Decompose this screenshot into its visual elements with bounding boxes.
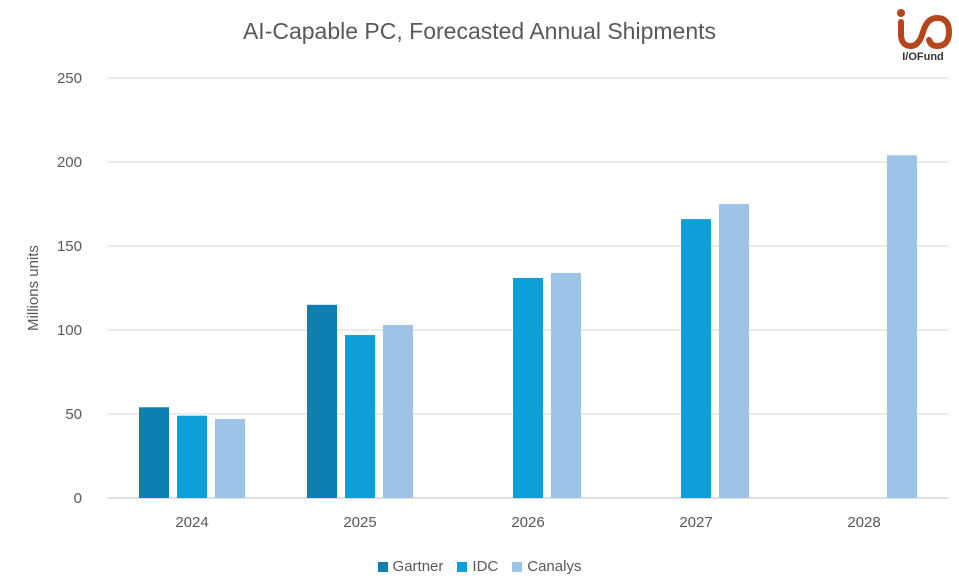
bar-gartner-2025 — [307, 304, 337, 498]
legend-swatch — [512, 561, 523, 572]
legend-item-gartner: Gartner — [377, 558, 444, 575]
x-tick-label: 2026 — [511, 514, 544, 531]
y-tick-label: 250 — [57, 70, 82, 87]
bar-canalys-2026 — [551, 272, 581, 498]
y-tick-label: 200 — [57, 154, 82, 171]
x-tick-label: 2027 — [679, 514, 712, 531]
x-tick-label: 2024 — [175, 514, 208, 531]
legend-label: Canalys — [527, 558, 582, 575]
legend-swatch — [377, 561, 388, 572]
legend: Gartner IDC Canalys — [0, 558, 959, 575]
bar-idc-2024 — [177, 415, 207, 498]
io-fund-logo: I/OFund — [893, 4, 953, 66]
legend-swatch — [457, 561, 468, 572]
y-axis-label: Millions units — [25, 245, 42, 331]
legend-label: IDC — [472, 558, 499, 575]
x-tick-label: 2025 — [343, 514, 376, 531]
chart-title: AI-Capable PC, Forecasted Annual Shipmen… — [242, 18, 717, 44]
x-tick-label: 2028 — [847, 514, 880, 531]
y-tick-label: 150 — [57, 238, 82, 255]
bar-idc-2026 — [513, 277, 543, 498]
y-tick-label: 100 — [57, 322, 82, 339]
bar-idc-2025 — [345, 335, 375, 498]
bar-canalys-2024 — [215, 419, 245, 498]
svg-text:I/OFund: I/OFund — [902, 51, 944, 63]
bar-idc-2027 — [681, 219, 711, 498]
bar-canalys-2027 — [719, 204, 749, 498]
legend-item-idc: IDC — [457, 558, 498, 575]
bar-canalys-2025 — [383, 324, 413, 498]
legend-item-canalys: Canalys — [512, 558, 581, 575]
bar-canalys-2028 — [887, 155, 917, 498]
legend-label: Gartner — [392, 558, 444, 575]
y-tick-label: 50 — [65, 406, 82, 423]
bar-gartner-2024 — [139, 407, 169, 498]
y-tick-label: 0 — [74, 490, 82, 507]
